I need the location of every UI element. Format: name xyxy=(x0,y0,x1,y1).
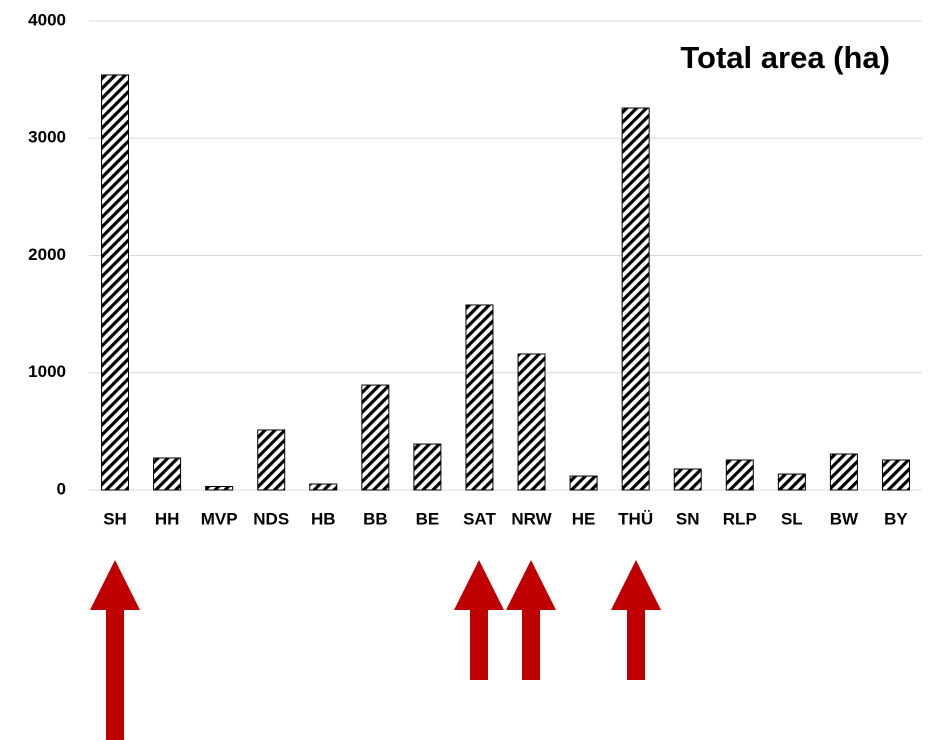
x-tick-label: HB xyxy=(311,509,336,528)
bar xyxy=(673,468,702,491)
bar xyxy=(725,459,754,491)
bar xyxy=(777,473,806,491)
y-tick-label: 2000 xyxy=(28,245,66,264)
y-tick-label: 0 xyxy=(57,479,66,498)
y-tick-label: 1000 xyxy=(28,362,66,381)
arrow xyxy=(506,560,556,680)
x-tick-label: BB xyxy=(363,509,388,528)
x-tick-label: NDS xyxy=(253,509,289,528)
bar xyxy=(153,457,182,491)
x-tick-label: SL xyxy=(781,509,803,528)
x-tick-label: BY xyxy=(884,509,908,528)
bar xyxy=(413,443,442,491)
x-tick-label: BE xyxy=(416,509,440,528)
x-tick-label: THÜ xyxy=(618,509,653,528)
bar xyxy=(101,74,130,491)
arrow xyxy=(611,560,661,680)
bar xyxy=(881,459,910,491)
bar xyxy=(361,384,390,491)
bar xyxy=(257,429,286,491)
bar xyxy=(621,107,650,491)
x-tick-label: SAT xyxy=(463,509,496,528)
chart-title: Total area (ha) xyxy=(680,40,890,75)
annotation-arrows xyxy=(90,560,661,740)
bar xyxy=(465,304,494,491)
bar xyxy=(309,483,338,491)
bar xyxy=(829,453,858,491)
y-tick-label: 4000 xyxy=(28,10,66,29)
arrow xyxy=(454,560,504,680)
arrow xyxy=(90,560,140,740)
x-tick-label: RLP xyxy=(723,509,757,528)
x-tick-label: HE xyxy=(572,509,596,528)
x-tick-label: BW xyxy=(830,509,859,528)
x-tick-label: HH xyxy=(155,509,180,528)
y-tick-label: 3000 xyxy=(28,128,66,147)
bar xyxy=(569,475,598,491)
x-tick-label: SN xyxy=(676,509,700,528)
bar xyxy=(205,485,234,491)
bar xyxy=(517,353,546,491)
x-tick-label: MVP xyxy=(201,509,238,528)
x-tick-label: SH xyxy=(103,509,127,528)
x-tick-label: NRW xyxy=(511,509,552,528)
plot-area: 0 1000 2000 3000 4000 SH HH MVP NDS HB BB BE SAT NRW H… xyxy=(28,10,922,528)
